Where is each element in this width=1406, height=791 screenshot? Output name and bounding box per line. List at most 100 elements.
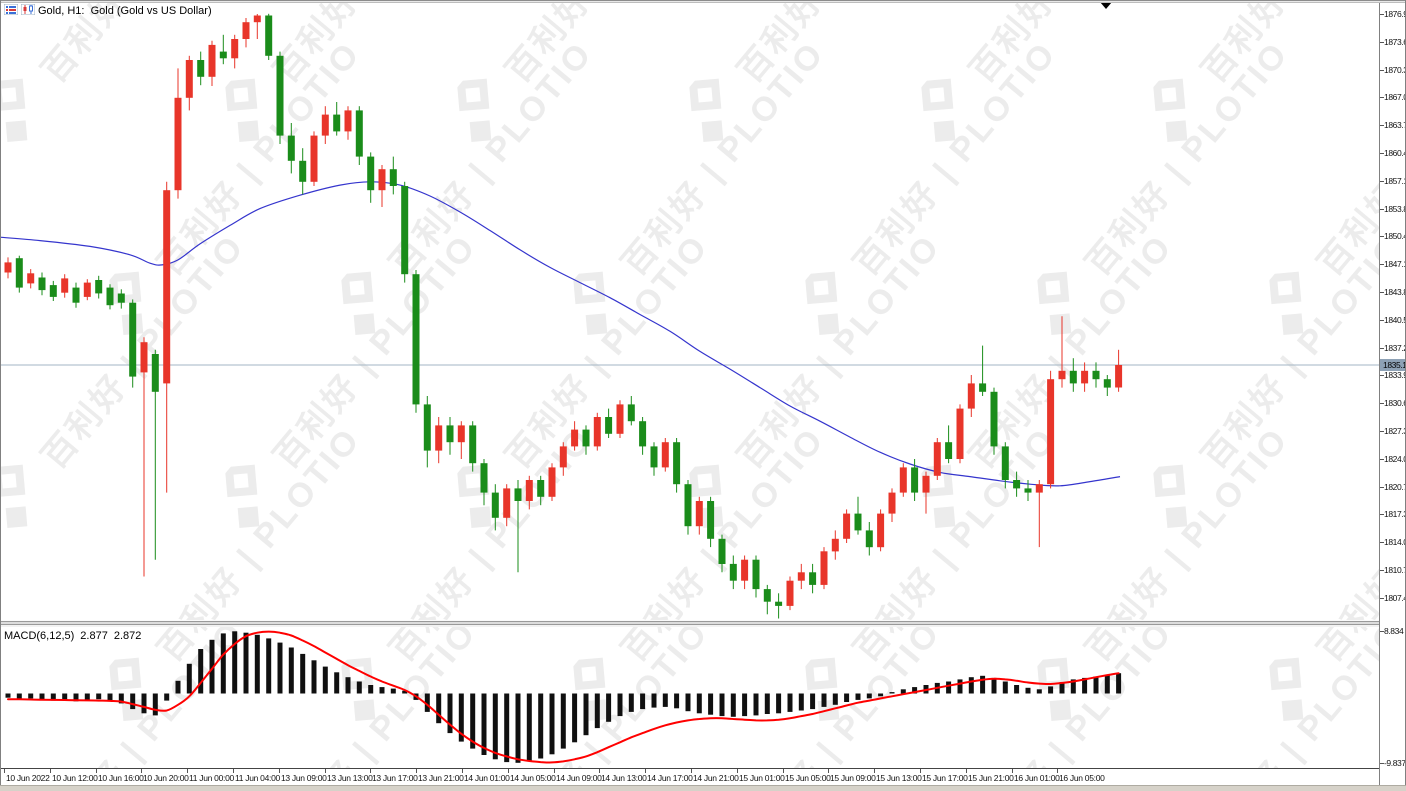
candle-body[interactable] (72, 287, 80, 303)
candle-body[interactable] (423, 404, 431, 451)
candle-body[interactable] (990, 391, 998, 447)
candle-body[interactable] (967, 383, 975, 409)
candle-body[interactable] (457, 425, 465, 443)
candle-body[interactable] (616, 404, 624, 434)
candle-body[interactable] (412, 274, 420, 405)
candle-body[interactable] (1092, 370, 1100, 380)
candle-body[interactable] (707, 501, 715, 539)
candle-body[interactable] (593, 417, 601, 447)
candle-body[interactable] (1013, 480, 1021, 489)
candle-body[interactable] (729, 563, 737, 581)
candle-body[interactable] (287, 135, 295, 161)
candle-body[interactable] (1035, 484, 1043, 493)
candle-body[interactable] (117, 293, 125, 303)
candle-body[interactable] (820, 551, 828, 585)
pane-splitter[interactable] (0, 620, 1379, 627)
candle-body[interactable] (582, 429, 590, 447)
candle-body[interactable] (435, 425, 443, 451)
candle-body[interactable] (537, 480, 545, 497)
candle-body[interactable] (106, 287, 114, 306)
candle-body[interactable] (1103, 379, 1111, 388)
candle-body[interactable] (333, 114, 341, 132)
candle-body[interactable] (877, 513, 885, 548)
candle-body[interactable] (639, 421, 647, 447)
candle-body[interactable] (1024, 488, 1032, 493)
candle-body[interactable] (718, 538, 726, 564)
candle-body[interactable] (344, 110, 352, 132)
candle-body[interactable] (525, 480, 533, 501)
candle-body[interactable] (4, 262, 12, 273)
candle-body[interactable] (911, 467, 919, 493)
candle-body[interactable] (1115, 365, 1123, 388)
candle-body[interactable] (684, 484, 692, 527)
candle-body[interactable] (786, 580, 794, 606)
candle-body[interactable] (265, 15, 273, 56)
candle-body[interactable] (151, 354, 159, 392)
candle-body[interactable] (979, 383, 987, 392)
candle-body[interactable] (1081, 370, 1089, 384)
candle-body[interactable] (514, 488, 522, 501)
candle-body[interactable] (752, 559, 760, 590)
candle-body[interactable] (401, 186, 409, 275)
candle-body[interactable] (355, 110, 363, 157)
price-axis[interactable]: 1876.97 1873.66 1870.35 1867.04 1863.73 1860.… (1379, 0, 1406, 791)
candle-body[interactable] (763, 589, 771, 602)
ohlc-list-icon[interactable] (3, 3, 19, 18)
candle-body[interactable] (945, 442, 953, 459)
candle-body[interactable] (899, 467, 907, 493)
candle-body[interactable] (854, 513, 862, 531)
candle-body[interactable] (378, 169, 386, 191)
candle-body[interactable] (49, 285, 57, 297)
candle-body[interactable] (129, 302, 137, 377)
candle-body[interactable] (174, 97, 182, 191)
candle-body[interactable] (1058, 370, 1066, 380)
candle-body[interactable] (922, 475, 930, 493)
candle-body[interactable] (491, 492, 499, 518)
candle-body[interactable] (83, 282, 91, 297)
candle-body[interactable] (446, 425, 454, 443)
candle-body[interactable] (1047, 379, 1055, 485)
candle-body[interactable] (95, 280, 103, 294)
candle-body[interactable] (559, 446, 567, 468)
candle-body[interactable] (548, 467, 556, 497)
candle-body[interactable] (571, 429, 579, 447)
candle-body[interactable] (673, 442, 681, 485)
candle-body[interactable] (695, 501, 703, 527)
candle-body[interactable] (888, 492, 896, 514)
candle-body[interactable] (219, 51, 227, 59)
candle-body[interactable] (163, 190, 171, 384)
candle-body[interactable] (480, 463, 488, 493)
candle-body[interactable] (15, 258, 23, 288)
candle-body[interactable] (242, 22, 250, 39)
candle-body[interactable] (197, 60, 205, 77)
candle-body[interactable] (503, 488, 511, 518)
candle-body[interactable] (469, 425, 477, 464)
candle-body[interactable] (185, 60, 193, 98)
candle-body[interactable] (389, 169, 397, 186)
candle-body[interactable] (1001, 446, 1009, 480)
candle-body[interactable] (605, 417, 613, 434)
candle-body[interactable] (299, 160, 307, 182)
candle-body[interactable] (741, 559, 749, 581)
candle-body[interactable] (38, 277, 46, 291)
candle-body[interactable] (933, 442, 941, 476)
candlestick-chart-icon[interactable] (20, 3, 36, 18)
candle-body[interactable] (231, 39, 239, 59)
candle-body[interactable] (865, 530, 873, 548)
candle-body[interactable] (27, 273, 35, 284)
candle-body[interactable] (253, 15, 261, 23)
candle-body[interactable] (797, 572, 805, 581)
candle-body[interactable] (61, 278, 69, 293)
candle-body[interactable] (809, 572, 817, 585)
candle-body[interactable] (956, 408, 964, 459)
candle-body[interactable] (831, 538, 839, 552)
candle-body[interactable] (843, 513, 851, 539)
candle-body[interactable] (310, 135, 318, 182)
candle-body[interactable] (1069, 370, 1077, 384)
candle-body[interactable] (650, 446, 658, 468)
candle-body[interactable] (661, 442, 669, 468)
candle-body[interactable] (321, 114, 329, 136)
chart-canvas[interactable] (0, 0, 1379, 768)
candle-body[interactable] (775, 601, 783, 606)
candle-body[interactable] (276, 55, 284, 136)
